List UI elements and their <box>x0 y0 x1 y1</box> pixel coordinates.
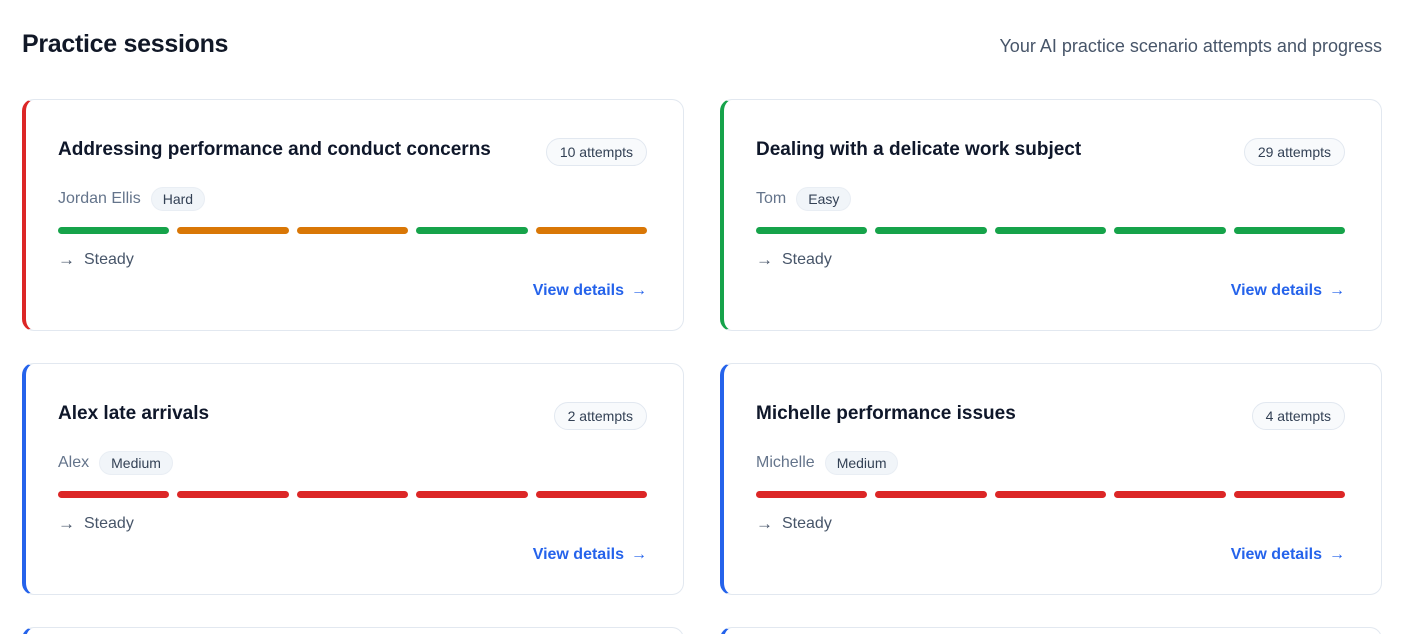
steady-arrow-icon: → <box>58 514 75 533</box>
session-card: Alex late arrivals 2 attempts Alex Mediu… <box>22 363 684 595</box>
attempts-badge: 4 attempts <box>1251 402 1345 430</box>
card-meta: Alex Medium <box>58 451 647 475</box>
session-card: Dealing with a delicate work subject 29 … <box>720 99 1382 331</box>
card-header: Dealing with a delicate work subject 29 … <box>756 138 1345 166</box>
card-meta: Tom Easy <box>756 187 1345 211</box>
difficulty-badge: Medium <box>99 451 173 475</box>
score-segment <box>756 491 868 498</box>
score-segment <box>875 491 987 498</box>
score-segment <box>58 227 170 234</box>
person-name: Jordan Ellis <box>58 190 141 207</box>
score-segment <box>535 491 648 498</box>
view-details-link[interactable]: View details → <box>533 546 647 564</box>
score-segments <box>756 227 1346 234</box>
steady-arrow-icon: → <box>756 514 773 533</box>
view-details-link[interactable]: View details → <box>1231 546 1345 564</box>
card-footer: View details → <box>756 546 1345 564</box>
score-segment <box>994 491 1107 498</box>
score-segment <box>1233 227 1346 234</box>
steady-arrow-icon: → <box>756 250 773 269</box>
score-segment <box>416 227 528 234</box>
session-card: Michelle performance issues 4 attempts M… <box>720 363 1382 595</box>
score-segment <box>756 227 868 234</box>
score-segments <box>58 491 648 498</box>
score-segment <box>1233 491 1346 498</box>
scenario-title: Michelle performance issues <box>756 403 1016 424</box>
attempts-badge: 2 attempts <box>553 402 647 430</box>
difficulty-badge: Hard <box>150 187 206 211</box>
score-segments <box>58 227 648 234</box>
page-subtitle: Your AI practice scenario attempts and p… <box>999 36 1382 56</box>
view-details-label: View details <box>532 546 624 563</box>
session-card-partial <box>720 627 1382 634</box>
person-name: Michelle <box>756 454 815 471</box>
scenario-title: Alex late arrivals <box>58 403 210 424</box>
trend-label: Steady <box>84 251 134 268</box>
trend-indicator: → Steady <box>58 514 647 534</box>
score-segment <box>296 227 409 234</box>
arrow-right-icon: → <box>631 282 647 299</box>
session-card: Addressing performance and conduct conce… <box>22 99 684 331</box>
score-segment <box>994 227 1107 234</box>
sessions-grid: Addressing performance and conduct conce… <box>22 99 1382 634</box>
arrow-right-icon: → <box>1329 282 1345 299</box>
steady-arrow-icon: → <box>58 250 75 269</box>
score-segment <box>875 227 987 234</box>
trend-indicator: → Steady <box>756 250 1345 270</box>
view-details-label: View details <box>1230 546 1322 563</box>
card-footer: View details → <box>58 282 647 300</box>
person-name: Alex <box>58 454 90 471</box>
card-footer: View details → <box>756 282 1345 300</box>
difficulty-badge: Medium <box>824 451 899 475</box>
view-details-link[interactable]: View details → <box>533 282 647 300</box>
arrow-right-icon: → <box>631 546 647 563</box>
view-details-label: View details <box>1230 282 1322 299</box>
attempts-badge: 10 attempts <box>545 138 647 166</box>
score-segment <box>535 227 648 234</box>
page-header: Practice sessions Your AI practice scena… <box>22 30 1382 59</box>
trend-label: Steady <box>782 251 832 268</box>
score-segment <box>58 491 170 498</box>
card-header: Michelle performance issues 4 attempts <box>756 402 1345 430</box>
score-segment <box>296 491 409 498</box>
view-details-label: View details <box>532 282 624 299</box>
card-meta: Jordan Ellis Hard <box>58 187 647 211</box>
card-footer: View details → <box>58 546 647 564</box>
person-name: Tom <box>756 190 787 207</box>
page-title: Practice sessions <box>22 30 229 58</box>
trend-label: Steady <box>782 515 832 532</box>
score-segment <box>1114 227 1226 234</box>
trend-indicator: → Steady <box>756 514 1345 534</box>
session-card-partial <box>22 627 684 634</box>
view-details-link[interactable]: View details → <box>1231 282 1345 300</box>
score-segment <box>177 227 289 234</box>
scenario-title: Dealing with a delicate work subject <box>756 139 1082 160</box>
scenario-title: Addressing performance and conduct conce… <box>58 139 491 160</box>
score-segments <box>756 491 1346 498</box>
score-segment <box>177 491 289 498</box>
trend-indicator: → Steady <box>58 250 647 270</box>
card-meta: Michelle Medium <box>756 451 1345 475</box>
attempts-badge: 29 attempts <box>1243 138 1345 166</box>
score-segment <box>416 491 528 498</box>
card-header: Addressing performance and conduct conce… <box>58 138 647 166</box>
difficulty-badge: Easy <box>796 187 852 211</box>
trend-label: Steady <box>84 515 134 532</box>
arrow-right-icon: → <box>1329 546 1345 563</box>
score-segment <box>1114 491 1226 498</box>
card-header: Alex late arrivals 2 attempts <box>58 402 647 430</box>
